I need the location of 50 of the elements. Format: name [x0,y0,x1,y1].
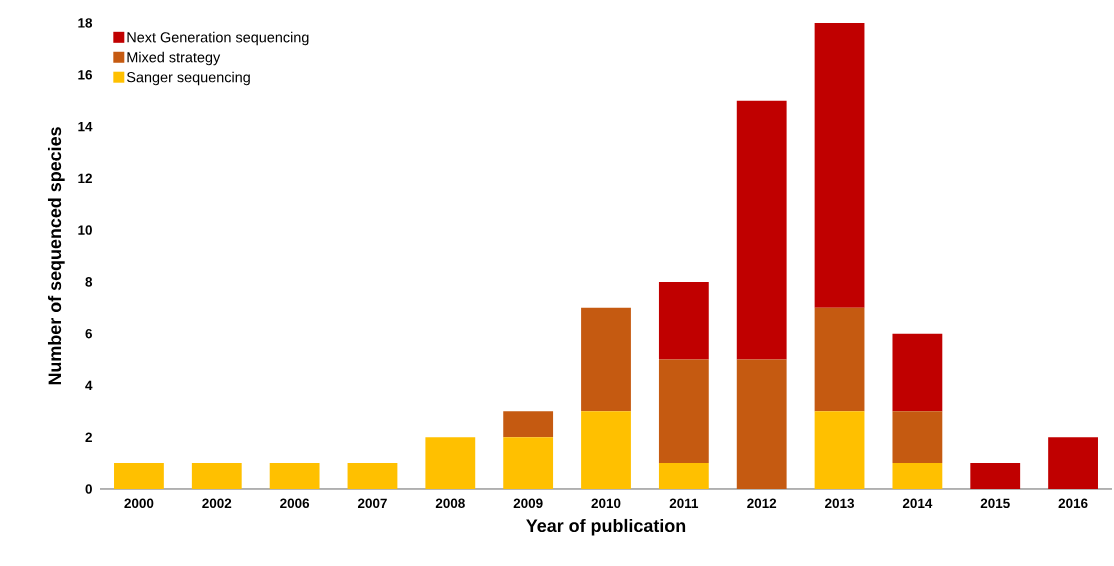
bar [814,22,865,308]
y-axis-title: Number of sequenced species [47,127,65,385]
x-tick-label: 2014 [902,498,933,509]
x-tick-label: 2009 [513,498,543,509]
x-tick-label: 2015 [980,498,1010,509]
y-tick-label: 16 [78,70,93,80]
x-tick-label: 2011 [669,498,699,509]
bar [581,307,631,412]
x-tick-label: 2002 [202,498,232,509]
bar [191,463,242,489]
bar [892,411,943,464]
bar [970,463,1021,489]
bar [814,307,865,412]
x-axis-title: Year of publication [526,518,686,536]
bar [581,411,631,489]
y-tick-label: 0 [85,484,92,494]
x-tick-label: 2016 [1058,498,1088,509]
bar [503,437,554,489]
bar [892,333,943,412]
y-tick-label: 10 [78,225,92,235]
bar [269,463,320,489]
bar [503,411,554,438]
bar [736,100,787,360]
bar [814,411,865,489]
x-tick-label: 2010 [591,498,621,509]
y-tick-label: 6 [85,328,93,339]
bar [425,437,476,489]
y-tick-label: 14 [78,121,93,132]
y-tick-label: 12 [78,173,92,184]
bar [1048,437,1098,489]
y-tick-label: 4 [85,380,93,391]
x-tick-label: 2000 [124,498,154,509]
x-tick-label: 2012 [747,498,777,509]
x-tick-label: 2013 [825,498,855,509]
bar [658,281,709,360]
x-tick-label: 2007 [357,498,387,509]
bar [658,463,709,489]
bar [658,359,709,464]
y-tick-label: 8 [85,277,93,287]
y-tick-label: 18 [78,18,93,28]
x-tick-label: 2006 [280,498,310,509]
bar [892,463,943,489]
bar [114,463,164,489]
x-tick-label: 2008 [435,498,465,509]
legend-label: Next Generation sequencing [127,31,309,46]
bar [736,359,787,489]
legend-label: Mixed strategy [127,51,221,66]
legend-label: Sanger sequencing [126,71,250,86]
y-tick-label: 2 [85,432,92,442]
bar [347,463,398,489]
